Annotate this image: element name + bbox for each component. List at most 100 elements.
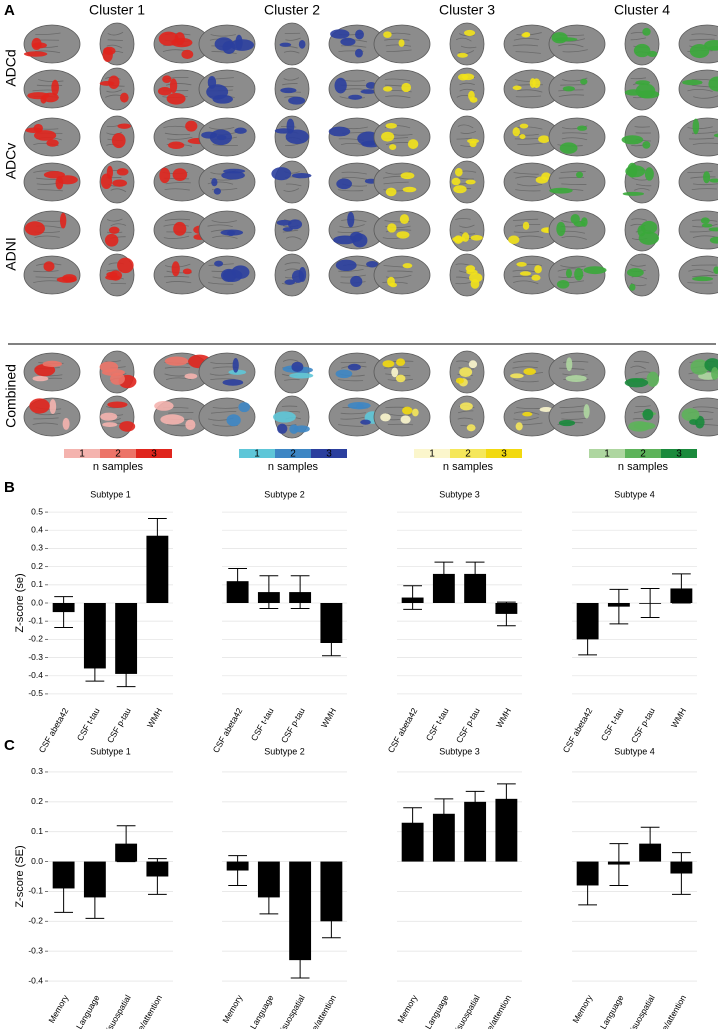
activation xyxy=(355,29,364,40)
legend-swatch xyxy=(661,449,697,458)
brain xyxy=(548,69,606,109)
brain-shape xyxy=(23,255,81,295)
brain xyxy=(153,24,211,64)
brain xyxy=(99,67,135,111)
activation xyxy=(466,424,476,432)
activation xyxy=(644,167,654,181)
sulcus xyxy=(282,229,299,233)
brain xyxy=(548,24,606,64)
sulcus xyxy=(285,37,301,41)
error-bar xyxy=(54,596,73,629)
activation xyxy=(622,191,645,196)
brain xyxy=(373,352,431,392)
activation xyxy=(226,414,241,427)
brain xyxy=(373,24,431,64)
error-bar xyxy=(497,783,516,815)
activation xyxy=(396,231,410,239)
sulcus xyxy=(282,359,299,362)
activation xyxy=(284,279,296,285)
error-bar xyxy=(322,629,341,657)
activation xyxy=(395,374,406,383)
sulcus xyxy=(284,379,300,381)
sulcus xyxy=(36,84,63,87)
sulcus xyxy=(517,89,543,93)
error-bar xyxy=(54,864,73,913)
sulcus xyxy=(211,410,237,414)
x-tick-label: Visuospatial xyxy=(450,993,482,1029)
sulcus xyxy=(630,77,647,80)
sulcus xyxy=(513,360,539,363)
y-axis-label: Z-score (se) xyxy=(14,573,26,632)
activation xyxy=(29,398,50,414)
sulcus xyxy=(558,176,585,179)
activation xyxy=(402,186,417,193)
sulcus xyxy=(164,276,190,278)
legend-swatch xyxy=(64,449,100,458)
activation xyxy=(521,32,531,38)
activation xyxy=(298,266,307,282)
error-bar xyxy=(85,655,105,682)
sulcus xyxy=(512,218,539,221)
x-tick-label: CSF abeta42 xyxy=(37,706,71,755)
sulcus xyxy=(513,280,539,285)
sulcus xyxy=(559,405,585,408)
activation xyxy=(711,367,718,380)
x-tick-label: CSF t-tau xyxy=(424,706,451,743)
x-tick-label: CSF p-tau xyxy=(454,706,482,745)
sulcus xyxy=(630,365,646,370)
chart-title: Subtype 1 xyxy=(90,746,131,756)
activation xyxy=(534,265,542,274)
activation xyxy=(531,274,541,281)
activation xyxy=(154,401,174,411)
sulcus xyxy=(691,188,718,190)
brain xyxy=(548,210,606,250)
error-bar xyxy=(609,843,629,886)
activation xyxy=(624,378,649,388)
brain-shape xyxy=(99,67,135,111)
sulcus xyxy=(337,189,364,192)
activation xyxy=(400,415,411,424)
error-bar xyxy=(640,826,660,861)
sulcus xyxy=(211,51,237,54)
activation xyxy=(108,75,120,89)
activation xyxy=(166,92,186,105)
sulcus xyxy=(167,136,193,140)
sulcus xyxy=(633,361,650,364)
activation xyxy=(298,40,306,49)
legend-caption: n samples xyxy=(443,461,494,473)
error-bar xyxy=(465,790,485,813)
activation xyxy=(160,414,185,425)
activation xyxy=(340,37,356,46)
chart-title: Subtype 1 xyxy=(90,489,131,499)
chart-title: Subtype 2 xyxy=(264,489,305,499)
activation xyxy=(464,29,476,37)
activation xyxy=(119,421,136,432)
activation xyxy=(465,265,476,273)
sulcus xyxy=(692,183,718,186)
activation xyxy=(562,86,575,92)
activation xyxy=(646,371,660,387)
x-tick-label: Language xyxy=(598,993,626,1029)
activation xyxy=(510,373,524,379)
sulcus xyxy=(164,366,191,369)
brain xyxy=(274,67,310,111)
activation xyxy=(647,50,658,57)
x-tick-label: CSF p-tau xyxy=(279,706,307,745)
brain xyxy=(198,352,256,392)
brain-shape xyxy=(548,352,606,392)
activation xyxy=(49,399,57,414)
sulcus xyxy=(515,189,541,192)
row-label: Combined xyxy=(3,364,19,428)
x-tick-label: CSF p-tau xyxy=(105,706,133,745)
bar xyxy=(464,573,487,603)
sulcus xyxy=(105,94,121,98)
activation xyxy=(522,221,530,230)
sulcus xyxy=(337,379,364,382)
activation xyxy=(692,118,700,135)
activation xyxy=(468,360,478,369)
activation xyxy=(626,268,644,277)
legend-swatch xyxy=(275,449,311,458)
activation xyxy=(350,275,363,287)
sulcus xyxy=(210,34,236,37)
sulcus xyxy=(106,218,123,222)
